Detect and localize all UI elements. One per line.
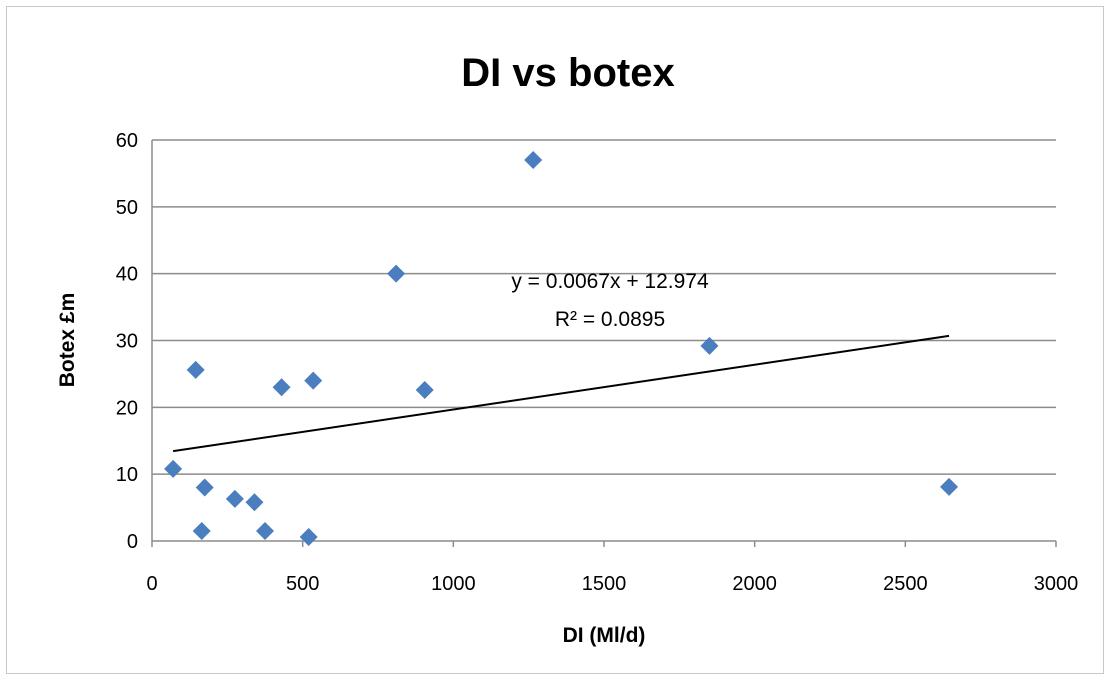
x-tick-label: 2500 — [883, 573, 928, 595]
y-tick-label: 60 — [116, 130, 138, 152]
x-tick-label: 1000 — [431, 573, 476, 595]
gridlines — [152, 139, 1056, 475]
data-point — [940, 477, 959, 496]
y-axis-title: Botex £m — [56, 293, 79, 388]
y-tick-label: 20 — [116, 397, 138, 419]
data-point — [164, 459, 183, 478]
data-point — [192, 521, 211, 540]
data-point — [225, 489, 244, 508]
x-tick-label: 1500 — [582, 573, 627, 595]
data-point — [272, 378, 291, 397]
data-point — [186, 360, 205, 379]
y-tick-label: 10 — [116, 464, 138, 486]
data-point — [256, 521, 274, 540]
x-tick-label: 3000 — [1034, 573, 1079, 595]
trendline-r-squared: R² = 0.0895 — [555, 308, 665, 331]
data-point — [304, 371, 323, 390]
chart-title: DI vs botex — [461, 51, 674, 95]
y-tick-label: 30 — [116, 331, 138, 353]
x-axis-title: DI (Ml/d) — [563, 624, 646, 647]
y-tick-labels: 0 10 20 30 40 50 60 — [116, 130, 138, 553]
data-point — [299, 527, 318, 546]
x-tick-label: 2000 — [732, 573, 777, 595]
data-point — [387, 264, 406, 283]
x-tick-label: 0 — [146, 573, 157, 595]
data-point — [524, 151, 543, 170]
y-tick-label: 50 — [116, 197, 138, 219]
y-tick-label: 40 — [116, 264, 138, 286]
y-tick-label: 0 — [127, 531, 138, 553]
data-point — [245, 493, 264, 512]
x-tick-labels: 0 500 1000 1500 2000 2500 3000 — [146, 573, 1078, 595]
data-point — [700, 336, 719, 355]
trendline-equation: y = 0.0067x + 12.974 — [511, 270, 709, 293]
data-point — [195, 478, 214, 497]
data-point — [415, 380, 434, 399]
data-points — [164, 151, 959, 546]
trendline — [172, 334, 950, 453]
x-tick-label: 500 — [286, 573, 319, 595]
axes — [151, 140, 1057, 547]
